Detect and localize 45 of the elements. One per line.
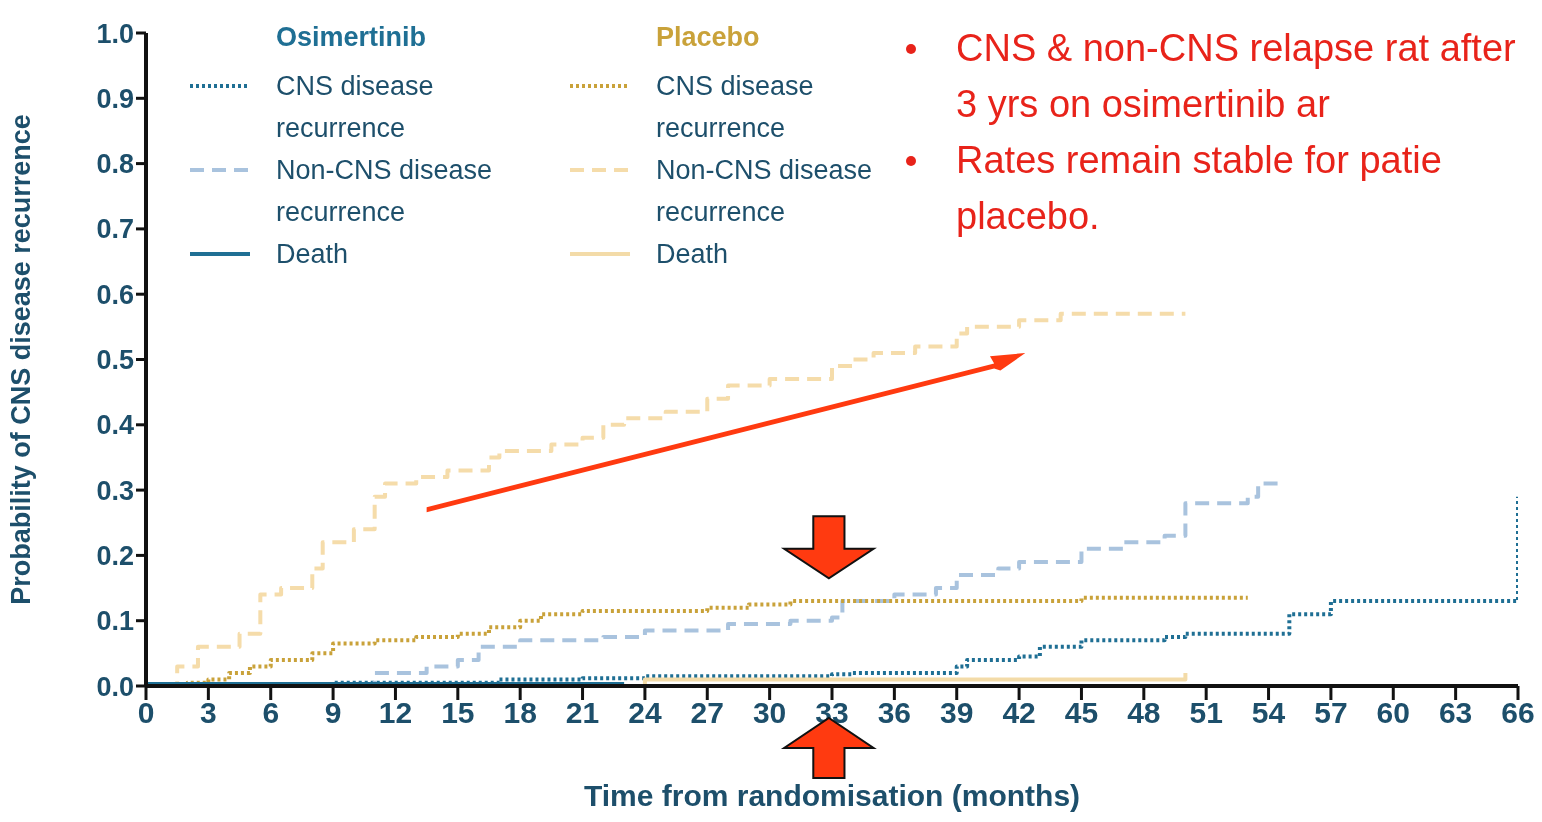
y-tick-label: 0.1 <box>96 606 134 637</box>
y-tick-label: 0.0 <box>96 671 134 702</box>
x-tick-label: 30 <box>752 696 787 730</box>
x-tick-label: 24 <box>628 696 662 730</box>
x-tick-label: 6 <box>262 696 280 730</box>
y-tick-label: 0.9 <box>96 83 134 114</box>
x-tick-label: 45 <box>1064 696 1099 730</box>
y-tick-label: 0.3 <box>96 475 134 506</box>
y-tick-label: 0.7 <box>96 214 134 245</box>
legend-label: Non-CNS disease recurrence <box>656 154 874 229</box>
x-tick-label: 39 <box>940 696 974 730</box>
x-tick-label: 57 <box>1314 696 1348 730</box>
x-tick-label: 18 <box>503 696 537 730</box>
x-tick-label: 0 <box>137 696 155 730</box>
x-tick-label: 15 <box>441 696 475 730</box>
annotation: Placebo <box>656 22 761 53</box>
x-tick-label: 12 <box>378 696 413 730</box>
y-tick-label: 0.8 <box>96 149 134 180</box>
x-tick-label: 48 <box>1127 696 1161 730</box>
legend-label: Death <box>276 238 350 271</box>
x-tick-label: 3 <box>200 696 217 730</box>
x-tick-label: 27 <box>690 696 724 730</box>
legend-label: Death <box>656 238 730 271</box>
y-axis-title: Probability of CNS disease recurrence <box>5 114 36 605</box>
x-tick-label: 60 <box>1376 696 1410 730</box>
y-tick-label: 0.6 <box>96 279 134 310</box>
x-tick-label: 21 <box>565 696 600 730</box>
x-tick-label: 42 <box>1002 696 1036 730</box>
x-tick-label: 9 <box>324 696 342 730</box>
x-tick-label: 63 <box>1438 696 1473 730</box>
annotation: Rates remain stable for patie placebo. <box>956 138 1443 239</box>
y-tick-label: 1.0 <box>96 18 134 49</box>
legend-label: CNS disease recurrence <box>656 70 815 145</box>
legend-label: CNS disease recurrence <box>276 70 435 145</box>
y-tick-label: 0.4 <box>96 410 134 441</box>
y-tick-label: 0.5 <box>96 345 134 376</box>
x-tick-label: 51 <box>1189 696 1223 730</box>
x-axis-title: Time from randomisation (months) <box>583 779 1081 812</box>
annotation: CNS & non-CNS relapse rat after 3 yrs on osimertinib ar <box>956 26 1517 127</box>
x-tick-label: 66 <box>1501 696 1535 730</box>
annotation: Osimertinib <box>276 22 428 53</box>
y-tick-label: 0.2 <box>96 540 134 571</box>
legend-label: Non-CNS disease recurrence <box>276 154 494 229</box>
x-tick-label: 54 <box>1251 696 1286 730</box>
x-tick-label: 36 <box>877 696 912 730</box>
